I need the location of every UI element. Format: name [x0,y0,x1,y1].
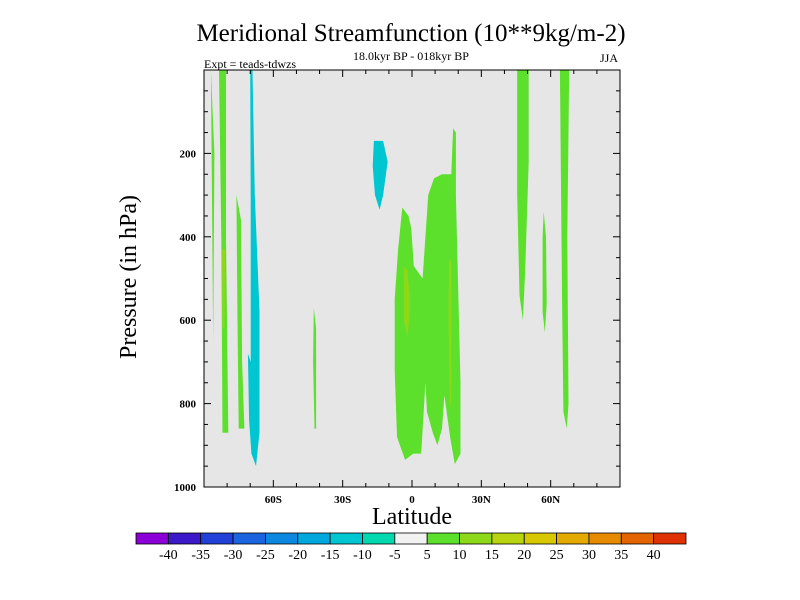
colorbar-swatch [135,532,169,545]
y-axis-label: Pressure (in hPa) [116,195,142,359]
colorbar-label: -15 [321,548,340,563]
colorbar-swatch [329,532,363,545]
colorbar-swatch [232,532,266,545]
x-tick-label: 30S [334,494,351,506]
colorbar: -40 -35 -30 -25 -20 -15 -10 -5 5 10 15 20 25 30 35 40 [135,532,687,563]
contour-region-5 [236,195,245,429]
x-axis: 60S 30S 0 30N 60N [226,70,598,506]
x-axis-label: Latitude [372,504,452,530]
y-tick-label: 200 [180,148,197,160]
colorbar-swatch [459,532,493,545]
colorbar-label: 35 [614,548,628,563]
x-tick-label: 0 [409,494,415,506]
contour-regions [210,70,570,467]
colorbar-swatch [588,532,622,545]
contour-region-1 [210,70,215,342]
colorbar-swatch [491,532,525,545]
plot-area: 200 400 600 800 1000 60S 30S 0 30N 60N [174,69,621,506]
y-tick-label: 400 [180,232,197,244]
contour-region-11 [517,70,529,321]
colorbar-swatch [167,532,202,545]
chart-subtitle: 18.0kyr BP - 018kyr BP [353,49,469,63]
colorbar-label: -30 [224,548,243,563]
colorbar-label: 20 [517,548,531,563]
chart-title: Meridional Streamfunction (10**9kg/m-2) [196,20,625,47]
colorbar-swatch [556,532,590,545]
colorbar-swatch [426,532,460,545]
y-tick-label: 800 [180,399,197,411]
contour-region-10 [448,257,452,408]
colorbar-label: 30 [582,548,596,563]
colorbar-label: -35 [191,548,210,563]
contour-region-6 [313,307,317,429]
contour-region-9 [403,266,410,337]
contour-region-8 [394,128,461,465]
colorbar-label: -10 [353,548,372,563]
colorbar-label: 15 [485,548,499,563]
y-tick-label: 600 [180,315,197,327]
x-tick-label: 60S [265,494,282,506]
contour-region-4 [247,70,260,467]
colorbar-swatch [297,532,331,545]
contour-region-7 [372,140,388,210]
contour-region-13 [559,70,570,429]
colorbar-label: -20 [288,548,307,563]
contour-region-3 [221,249,226,329]
colorbar-swatch [200,532,234,545]
colorbar-label: 10 [453,548,467,563]
colorbar-swatch [265,532,299,545]
colorbar-label: -25 [256,548,275,563]
x-tick-label: 60N [541,494,560,506]
colorbar-label: -5 [389,548,401,563]
season-label: JJA [600,51,618,65]
colorbar-label: 40 [647,548,661,563]
colorbar-swatch [362,532,396,545]
colorbar-swatch [523,532,557,545]
y-tick-label: 1000 [174,482,197,494]
colorbar-label: 25 [550,548,564,563]
colorbar-swatch [620,532,655,545]
colorbar-label: 5 [424,548,431,563]
experiment-label: Expt = teads-tdwzs [204,57,296,71]
contour-region-12 [542,211,547,333]
y-axis: 200 400 600 800 1000 [174,90,620,494]
colorbar-label: -40 [159,548,178,563]
colorbar-swatch [394,532,428,545]
x-tick-label: 30N [472,494,491,506]
colorbar-swatch [653,532,687,545]
